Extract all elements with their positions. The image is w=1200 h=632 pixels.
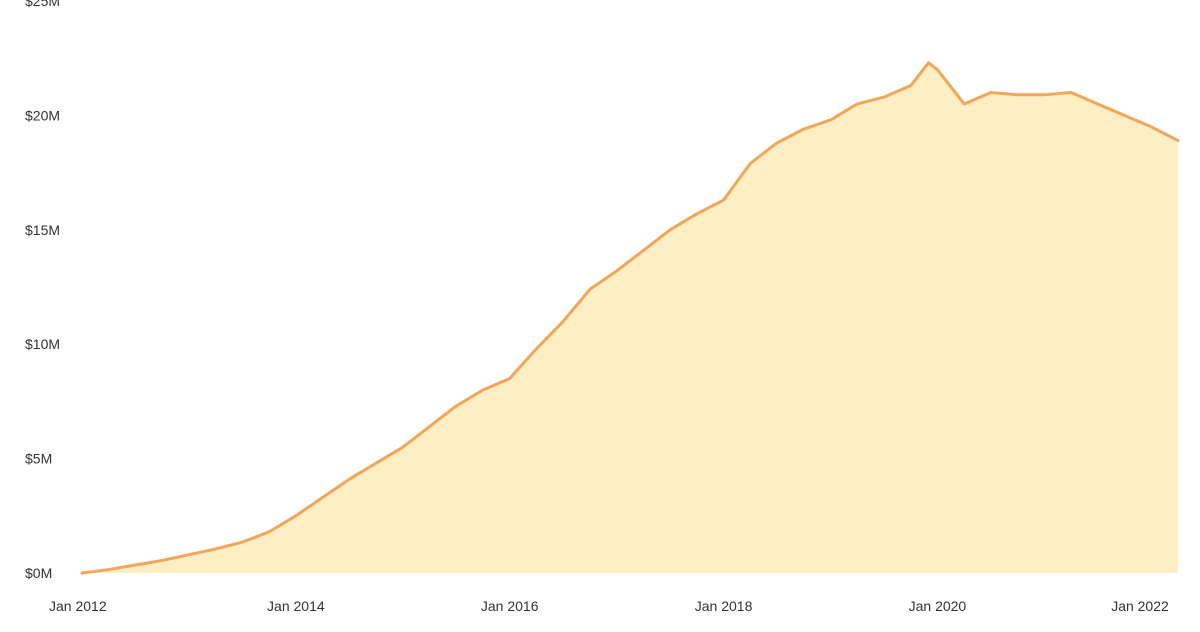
area-layer	[82, 62, 1178, 573]
x-tick-label: Jan 2018	[695, 598, 753, 614]
x-tick-label: Jan 2022	[1111, 598, 1169, 614]
y-tick-label: $25M	[25, 0, 60, 9]
y-tick-label: $20M	[25, 107, 60, 123]
x-tick-label: Jan 2016	[481, 598, 539, 614]
series-area	[82, 62, 1178, 573]
series-line	[80, 61, 1180, 575]
x-tick-label: Jan 2020	[909, 598, 967, 614]
x-axis: Jan 2012 Jan 2014 Jan 2016 Jan 2018 Jan 2020…	[49, 598, 1169, 614]
y-tick-label: $5M	[25, 451, 52, 467]
y-axis: $0M $5M $10M $15M $20M $25M	[25, 0, 60, 581]
y-tick-label: $10M	[25, 336, 60, 352]
x-tick-label: Jan 2014	[267, 598, 325, 614]
line-layer	[80, 61, 1180, 575]
x-tick-label: Jan 2012	[49, 598, 107, 614]
y-tick-label: $15M	[25, 222, 60, 238]
y-tick-label: $0M	[25, 565, 52, 581]
